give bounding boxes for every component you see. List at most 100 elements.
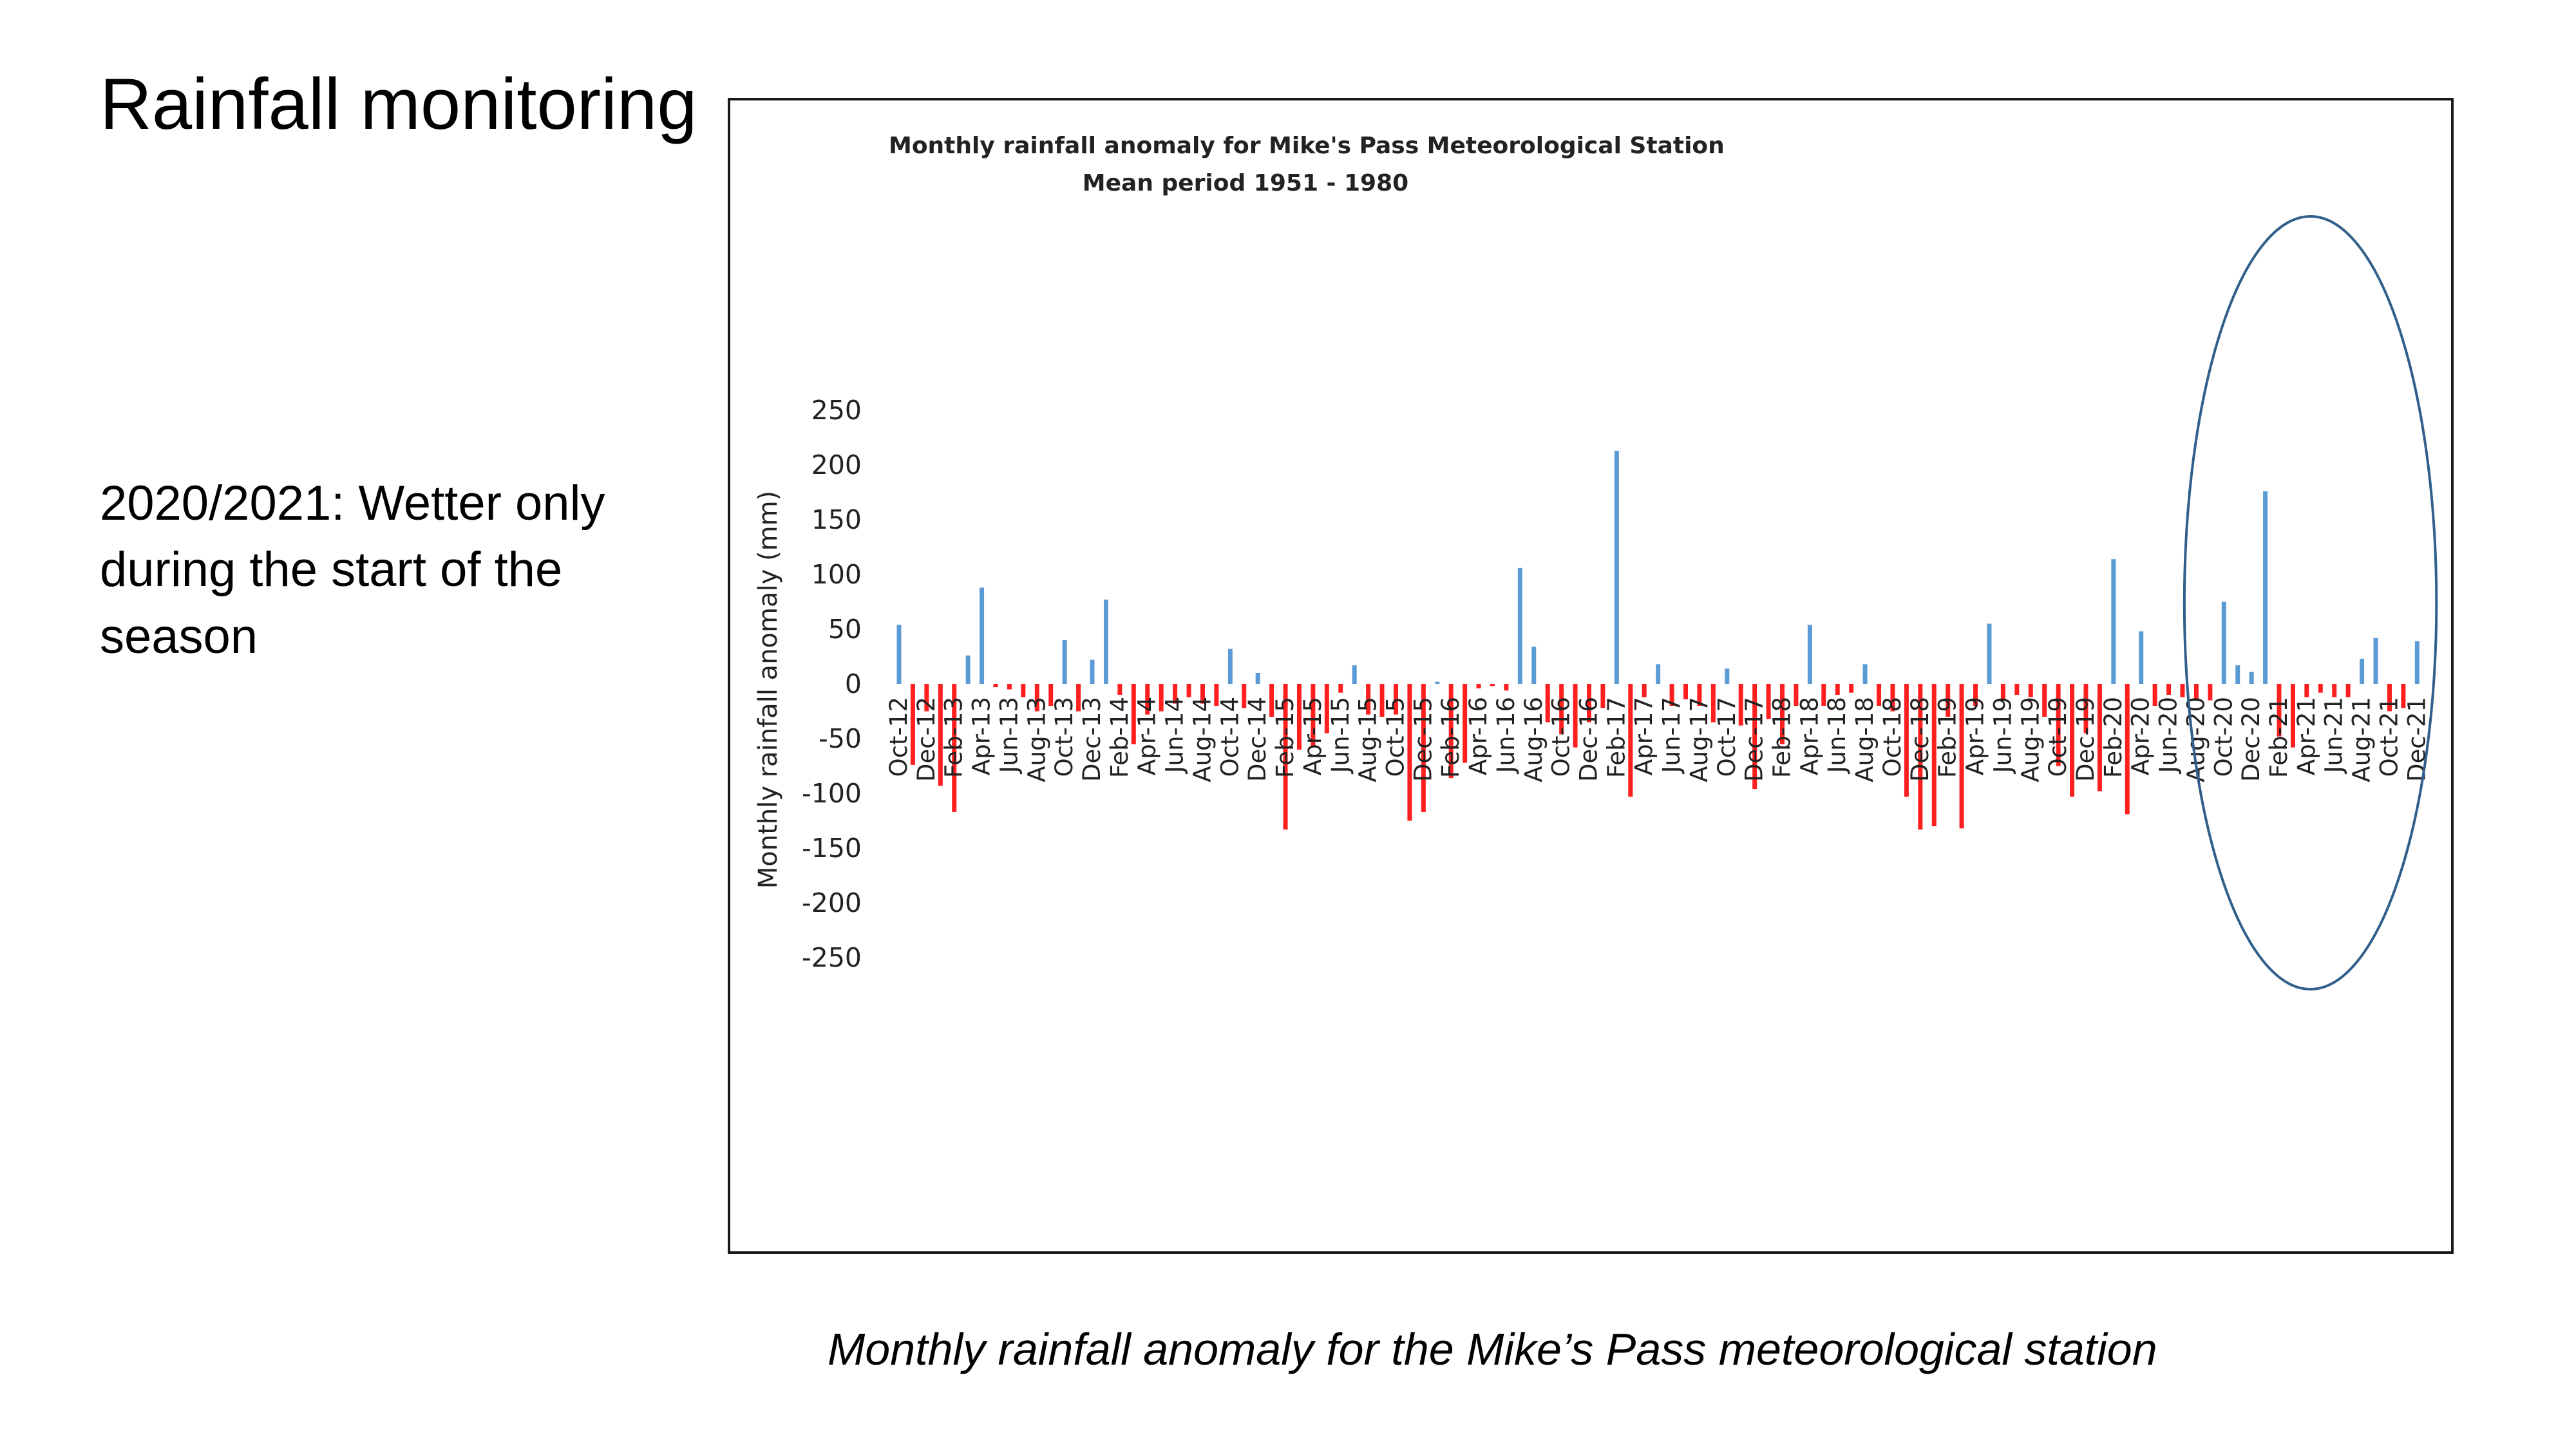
bar: [1379, 684, 1385, 717]
bar: [1794, 684, 1799, 706]
bar: [2139, 631, 2144, 684]
bar: [2083, 684, 2088, 734]
bar: [1628, 684, 1633, 797]
x-tick-label: Feb-15: [1271, 697, 1299, 778]
bar: [2263, 491, 2268, 684]
y-tick-label: 200: [811, 450, 862, 480]
bar: [1448, 684, 1454, 779]
x-tick-label: Apr-13: [968, 697, 996, 775]
x-tick-label: Aug-14: [1188, 697, 1216, 782]
bar: [1490, 684, 1495, 687]
bar: [2097, 684, 2102, 791]
y-tick-label: 50: [828, 614, 862, 645]
bar: [1587, 684, 1591, 723]
bar: [924, 684, 929, 712]
bar: [1600, 684, 1605, 708]
rainfall-anomaly-chart: Monthly rainfall anomaly for Mike's Pass…: [753, 133, 2438, 990]
bar: [2345, 684, 2351, 697]
x-tick-label: Apr-15: [1299, 697, 1327, 775]
bar: [1904, 684, 1909, 797]
x-tick-label: Aug-21: [2348, 697, 2376, 782]
bar: [2042, 684, 2047, 717]
bar: [1352, 665, 1357, 684]
x-tick-label: Dec-17: [1741, 697, 1768, 782]
bar: [1807, 625, 1812, 684]
x-tick-label: Apr-21: [2293, 697, 2320, 775]
bar: [2208, 684, 2213, 701]
x-tick-label: Jun-14: [1161, 697, 1189, 774]
x-tick-label: Dec-19: [2072, 697, 2099, 782]
x-tick-label: Feb-21: [2265, 697, 2293, 778]
bar: [1283, 684, 1288, 830]
bar: [2125, 684, 2130, 815]
bar: [1725, 668, 1730, 684]
bar: [1048, 684, 1054, 706]
y-tick-label: -200: [802, 887, 862, 918]
bar: [2000, 684, 2005, 701]
bar: [1214, 684, 1219, 706]
bar: [1738, 684, 1743, 726]
x-tick-label: Dec-18: [1906, 697, 1934, 782]
bar: [1311, 684, 1316, 746]
x-tick-label: Feb-17: [1602, 697, 1630, 778]
slide-bullet-text: 2020/2021: Wetter only during the start …: [100, 476, 605, 664]
x-tick-label: Feb-18: [1768, 697, 1796, 778]
bar: [2014, 684, 2020, 695]
x-tick-label: Apr-19: [1962, 697, 1989, 775]
bar: [896, 625, 902, 684]
bar: [1435, 681, 1440, 684]
x-tick-label: Apr-14: [1133, 697, 1161, 775]
x-axis-ticks: Oct-12 Dec-12 Feb-13 Apr-13 Jun-13 Aug-13 Oct-…: [885, 697, 2430, 782]
x-tick-label: Aug-15: [1354, 697, 1382, 782]
bar: [1752, 684, 1757, 790]
x-tick-label: Oct-13: [1050, 697, 1078, 777]
bar: [1366, 684, 1371, 715]
x-tick-label: Dec-15: [1409, 697, 1437, 782]
y-tick-label: 150: [811, 504, 862, 535]
bar: [1918, 684, 1923, 830]
bar: [1766, 684, 1771, 719]
bar: [2249, 672, 2254, 684]
x-tick-label: Apr-16: [1464, 697, 1492, 775]
x-tick-label: Aug-13: [1023, 697, 1050, 782]
bar: [2360, 658, 2365, 684]
x-tick-label: Feb-19: [1934, 697, 1962, 778]
x-tick-label: Oct-14: [1216, 697, 1244, 777]
bar: [1559, 684, 1564, 735]
x-tick-label: Oct-17: [1713, 697, 1741, 777]
x-tick-label: Jun-17: [1658, 697, 1685, 774]
bar: [2166, 684, 2172, 695]
y-axis-ticks: 250 200 150 100 50 0 -50 -100 -150 -200 -250: [802, 395, 862, 973]
bar: [1821, 684, 1826, 706]
x-tick-label: Jun-18: [1823, 697, 1851, 774]
slide-title: Rainfall monitoring: [100, 64, 697, 144]
x-tick-label: Oct-20: [2210, 697, 2237, 777]
highlight-ellipse: [2183, 215, 2438, 990]
chart-title: Monthly rainfall anomaly for Mike's Pass…: [889, 133, 1725, 159]
bar: [1877, 684, 1882, 706]
chart-frame: Monthly rainfall anomaly for Mike's Pass…: [728, 98, 2454, 1254]
bar: [1200, 684, 1205, 704]
x-tick-label: Oct-18: [1879, 697, 1906, 777]
x-tick-label: Aug-17: [1685, 697, 1713, 782]
x-tick-label: Jun-19: [1989, 697, 2016, 774]
bar: [1145, 684, 1150, 715]
bar: [993, 684, 998, 688]
x-tick-label: Jun-15: [1327, 697, 1354, 774]
bar: [965, 655, 971, 684]
bar: [1338, 684, 1343, 693]
x-tick-label: Oct-21: [2375, 697, 2403, 777]
bar: [2332, 684, 2337, 697]
bar: [1034, 684, 1039, 712]
x-tick-label: Dec-13: [1078, 697, 1106, 782]
x-tick-label: Dec-20: [2237, 697, 2265, 782]
bar: [1076, 684, 1081, 712]
bar: [2414, 641, 2420, 684]
x-tick-label: Dec-12: [913, 697, 940, 782]
bar: [2401, 684, 2406, 708]
bar: [1545, 684, 1550, 723]
x-tick-label: Dec-16: [1575, 697, 1603, 782]
bar: [1131, 684, 1136, 744]
x-tick-label: Feb-13: [940, 697, 968, 778]
bar: [1186, 684, 1191, 697]
